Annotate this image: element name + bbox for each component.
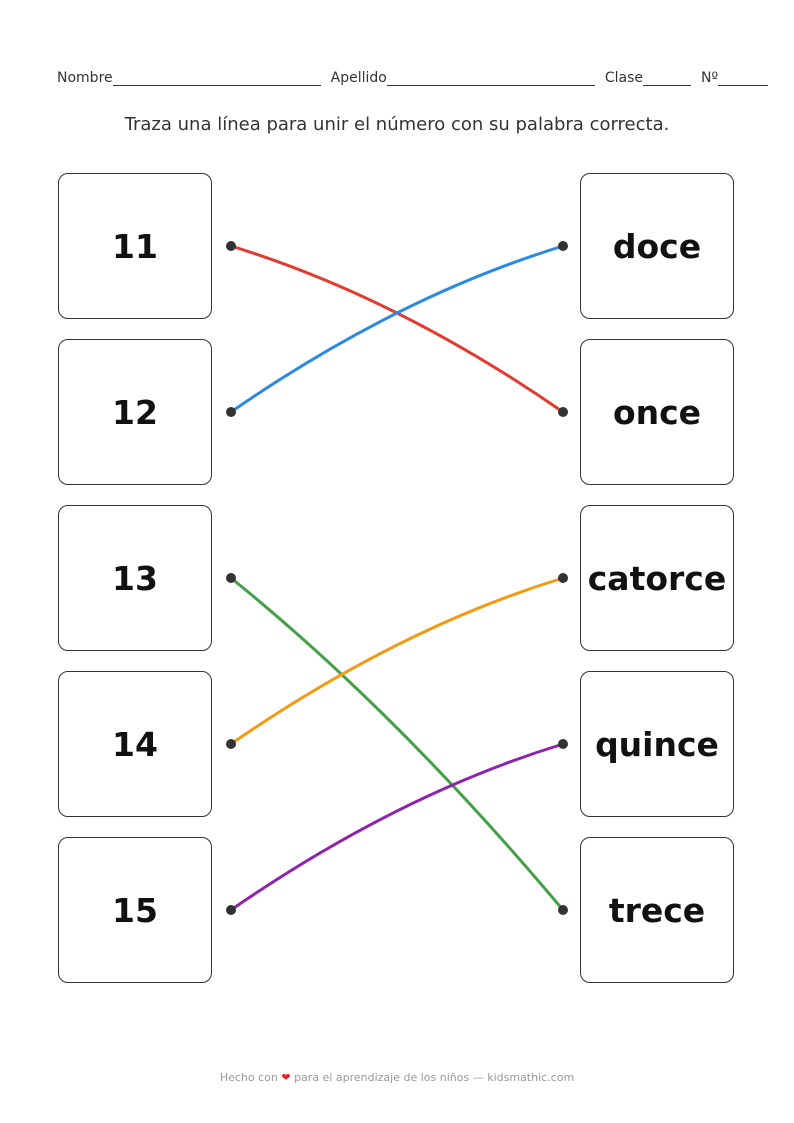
footer-before: Hecho con	[219, 1071, 278, 1084]
class-label: Clase	[604, 70, 643, 86]
number-box: 14	[58, 671, 212, 817]
connection-dot[interactable]	[558, 573, 568, 583]
word-box: doce	[580, 173, 734, 319]
heart-icon: ❤	[281, 1071, 291, 1084]
connection-line	[230, 244, 564, 414]
word-box: trece	[580, 837, 734, 983]
word-box: quince	[580, 671, 734, 817]
connection-dot[interactable]	[226, 407, 236, 417]
word-box: once	[580, 339, 734, 485]
connection-dot[interactable]	[558, 905, 568, 915]
footer: Hecho con ❤ para el aprendizaje de los n…	[0, 1071, 794, 1084]
connection-dot[interactable]	[226, 905, 236, 915]
surname-field[interactable]	[386, 71, 595, 86]
surname-label: Apellido	[330, 70, 387, 86]
connection-line	[230, 244, 564, 414]
connection-dot[interactable]	[558, 241, 568, 251]
class-field[interactable]	[642, 71, 691, 86]
footer-after: para el aprendizaje de los niños — kidsm…	[294, 1071, 575, 1084]
number-box: 15	[58, 837, 212, 983]
connection-dot[interactable]	[558, 739, 568, 749]
connection-dot[interactable]	[226, 241, 236, 251]
connection-line	[230, 576, 565, 911]
connection-dot[interactable]	[226, 739, 236, 749]
word-box: catorce	[580, 505, 734, 651]
name-label: Nombre	[57, 70, 113, 86]
number-field[interactable]	[718, 71, 769, 86]
instruction: Traza una línea para unir el número con …	[124, 114, 670, 135]
student-info-header: Nombre Apellido Clase Nº	[57, 70, 777, 86]
number-box: 12	[58, 339, 212, 485]
connection-line	[230, 742, 564, 912]
number-box: 11	[58, 173, 212, 319]
connection-dot[interactable]	[226, 573, 236, 583]
name-field[interactable]	[112, 71, 321, 86]
number-box: 13	[58, 505, 212, 651]
connection-line	[230, 576, 564, 746]
number-label: Nº	[700, 70, 719, 86]
connection-dot[interactable]	[558, 407, 568, 417]
